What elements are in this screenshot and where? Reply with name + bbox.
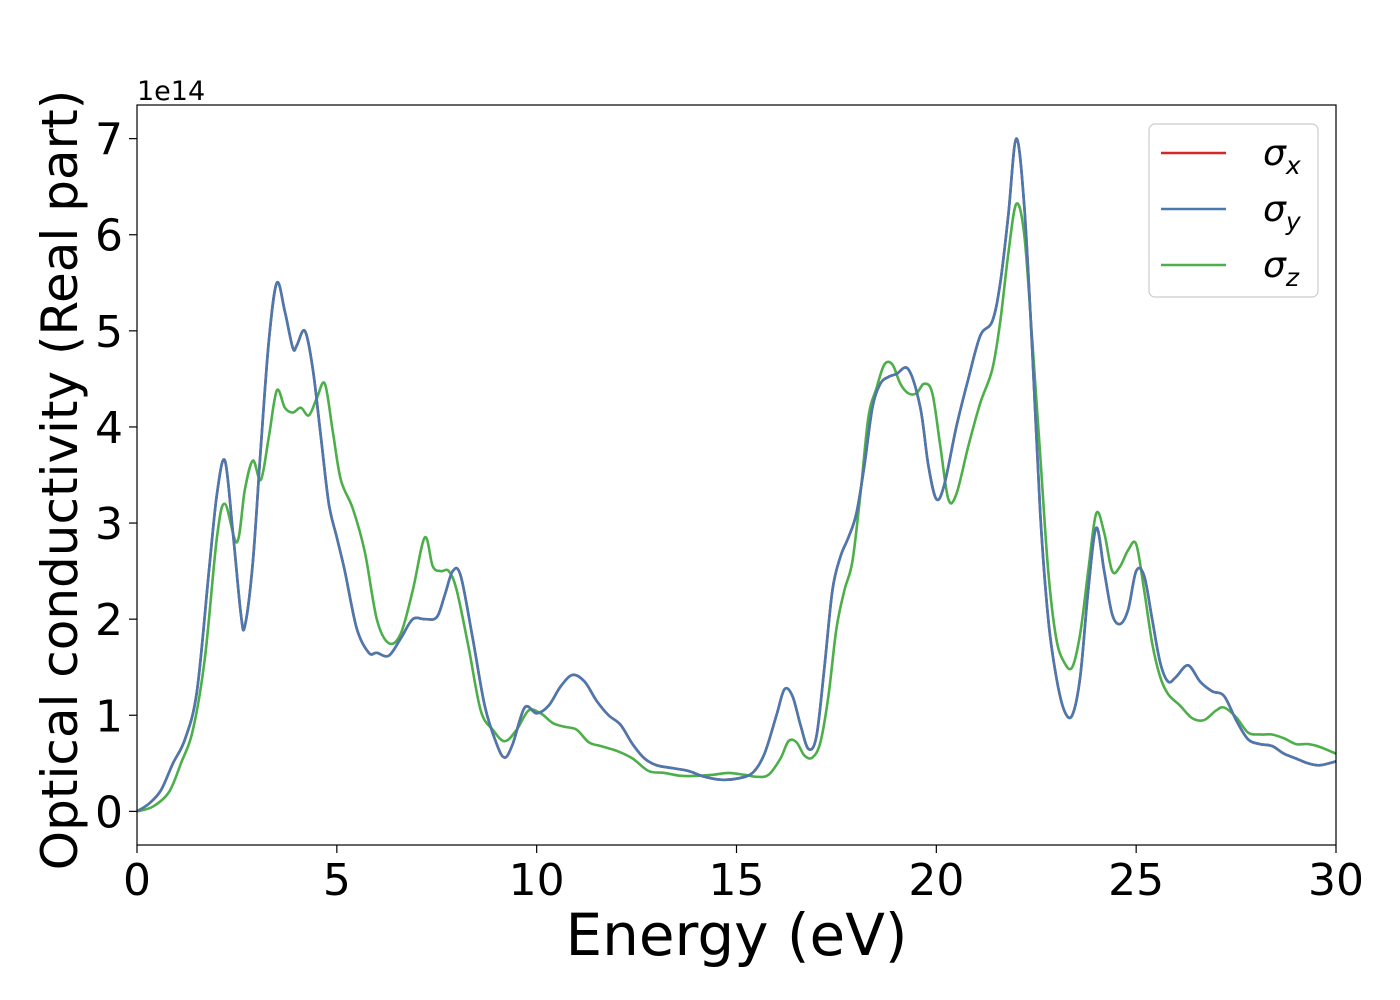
legend-label: σx bbox=[1263, 133, 1301, 180]
x-tick-label: 30 bbox=[1308, 855, 1364, 906]
x-axis: 0 5 10 15 20 25 30 bbox=[123, 845, 1364, 906]
y-offset-text: 1e14 bbox=[137, 76, 205, 107]
legend-label: σy bbox=[1263, 189, 1302, 236]
legend-box bbox=[1148, 123, 1319, 298]
y-tick-label: 5 bbox=[95, 307, 123, 358]
y-tick-label: 3 bbox=[95, 499, 123, 550]
legend-label: σz bbox=[1263, 245, 1300, 292]
x-tick-label: 15 bbox=[709, 855, 765, 906]
y-tick-label: 6 bbox=[95, 211, 123, 262]
y-tick-label: 4 bbox=[95, 403, 123, 454]
y-tick-label: 2 bbox=[95, 595, 123, 646]
legend-item-y[interactable]: σy bbox=[1161, 189, 1302, 236]
x-tick-label: 5 bbox=[323, 855, 351, 906]
y-tick-label: 0 bbox=[95, 787, 123, 838]
x-tick-label: 10 bbox=[509, 855, 565, 906]
x-axis-label: Energy (eV) bbox=[565, 901, 907, 969]
x-tick-label: 25 bbox=[1108, 855, 1164, 906]
series-line-z bbox=[137, 202, 1336, 813]
x-tick-label: 20 bbox=[908, 855, 964, 906]
y-axis: 0 1 2 3 4 5 6 7 bbox=[95, 115, 137, 838]
series-line-y bbox=[137, 137, 1336, 813]
legend-item-x[interactable]: σx bbox=[1161, 133, 1301, 180]
series-layer bbox=[137, 137, 1336, 813]
y-tick-label: 1 bbox=[95, 691, 123, 742]
legend-item-z[interactable]: σz bbox=[1161, 245, 1300, 292]
y-tick-label: 7 bbox=[95, 115, 123, 166]
x-tick-label: 0 bbox=[123, 855, 151, 906]
y-axis-label: Optical conductivity (Real part) bbox=[31, 90, 89, 871]
legend[interactable]: σx σy σz bbox=[1148, 123, 1319, 298]
